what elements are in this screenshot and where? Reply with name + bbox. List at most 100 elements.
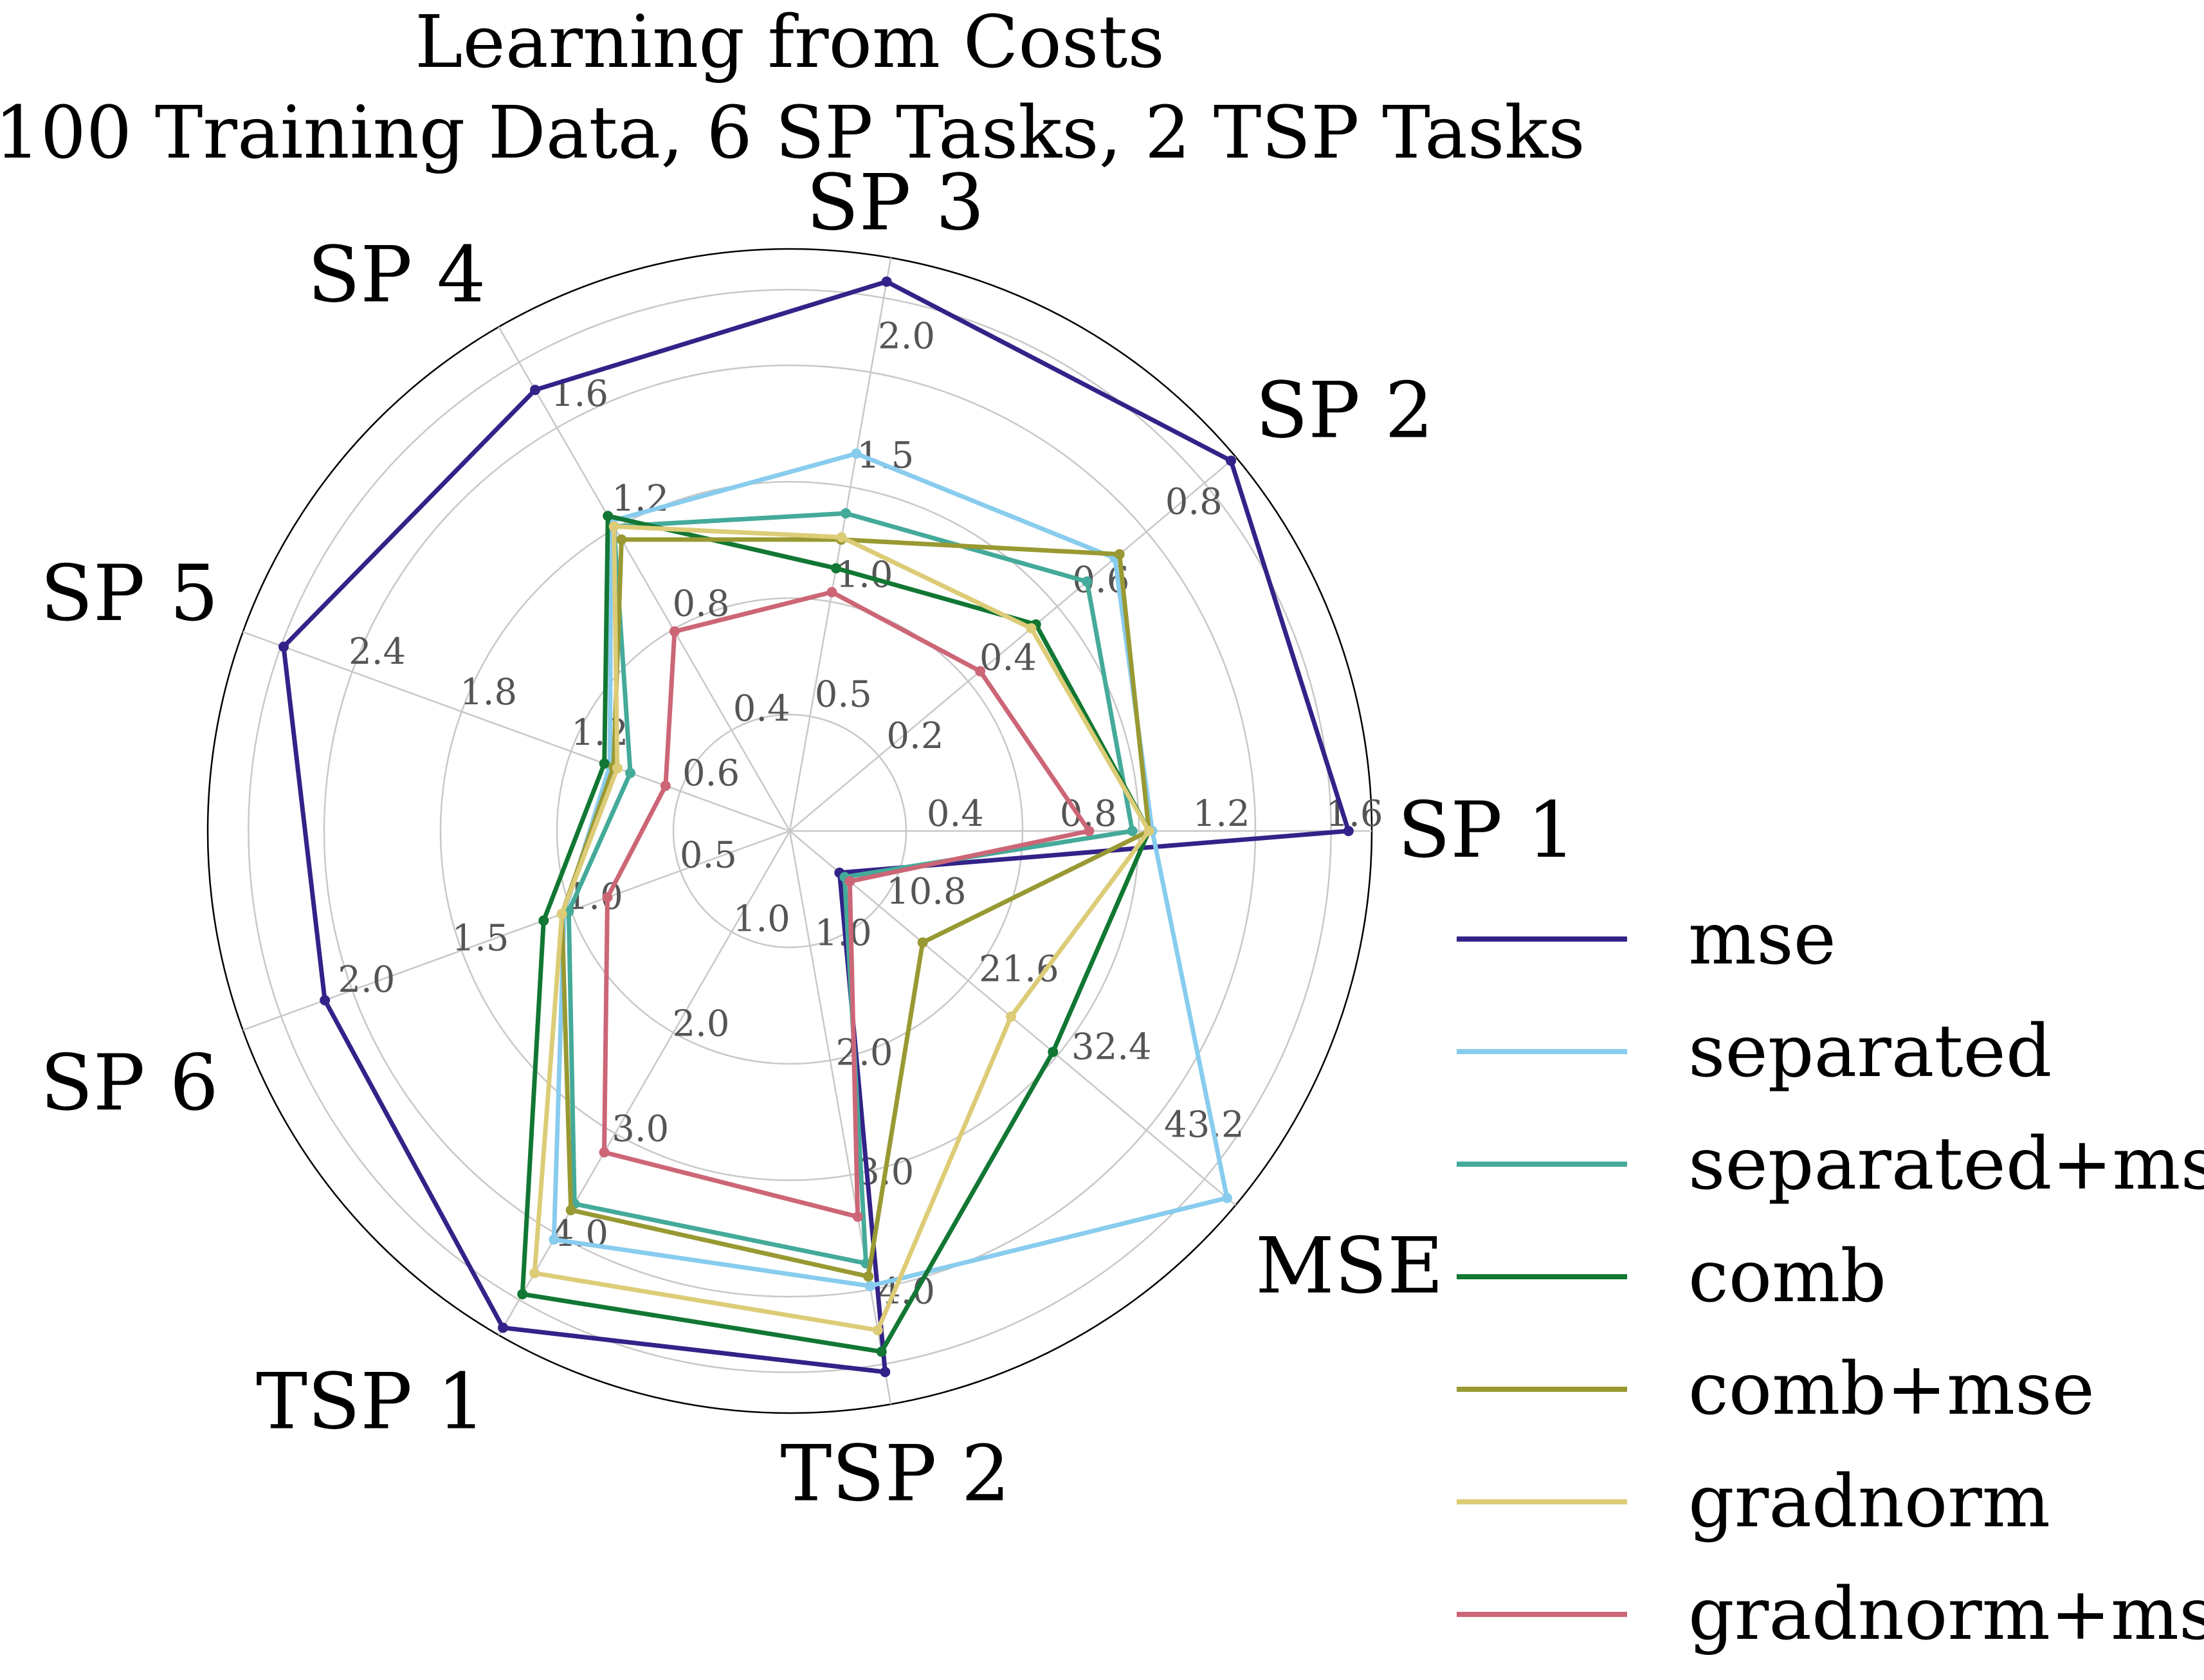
legend: mse separated separated+mse comb comb+mse gra…	[1457, 897, 2204, 1656]
data-point	[669, 626, 680, 637]
axis-label-mse: MSE	[1255, 1221, 1444, 1311]
tick-label: 10.8	[886, 871, 967, 913]
tick-label: 0.5	[815, 673, 872, 715]
data-point	[278, 641, 289, 652]
tick-label: 1.6	[551, 373, 608, 415]
legend-item-mse: mse	[1457, 897, 1836, 981]
tick-label: 1.2	[571, 712, 628, 754]
tick-label: 2.0	[672, 1003, 729, 1045]
series-gradnorm	[529, 521, 1154, 1336]
data-point	[851, 448, 862, 459]
data-point	[1005, 1011, 1016, 1022]
data-point	[530, 385, 541, 396]
series-line	[602, 590, 1091, 1219]
tick-label: 0.2	[886, 715, 943, 757]
tick-label: 1.8	[460, 671, 517, 713]
series-line	[532, 524, 1151, 1333]
data-point	[872, 1325, 883, 1336]
data-point	[660, 780, 671, 791]
tick-label: 2.0	[835, 1032, 893, 1073]
data-point	[852, 1211, 863, 1222]
legend-item-comb: comb	[1457, 1235, 1886, 1319]
spoke-sp-2	[789, 456, 1237, 832]
axis-label-sp-4: SP 4	[307, 231, 486, 320]
data-point	[1082, 576, 1093, 587]
data-point	[498, 1322, 509, 1333]
axis-label-tsp-1: TSP 1	[256, 1357, 486, 1447]
legend-item-gradnorm: gradnorm	[1457, 1460, 2050, 1544]
data-point	[603, 511, 614, 522]
series-mse	[278, 276, 1354, 1378]
tick-label: 0.4	[927, 793, 984, 835]
data-point	[599, 1147, 610, 1158]
legend-item-gradnorm-mse: gradnorm+mse	[1457, 1573, 2204, 1656]
data-point	[565, 1205, 576, 1216]
radar-axis-names: SP 1 SP 2 SP 3 SP 4 SP 5 SP 6 TSP 1 TSP 2 MSE	[41, 158, 1576, 1519]
tick-label: 2.0	[878, 315, 935, 357]
data-point	[863, 1271, 874, 1282]
data-point	[625, 767, 636, 778]
tick-label: 1.2	[1193, 793, 1250, 835]
spoke-tsp-1	[498, 830, 791, 1336]
tick-label: 0.4	[979, 637, 1037, 679]
tick-label: 2.4	[349, 631, 406, 673]
spoke-sp-5	[242, 631, 790, 832]
legend-label: comb	[1688, 1235, 1886, 1319]
data-point	[836, 532, 847, 543]
legend-label: gradnorm	[1688, 1460, 2050, 1544]
tick-label: 2.0	[338, 959, 395, 1001]
data-point	[320, 995, 331, 1006]
spoke-tsp-2	[788, 830, 892, 1405]
legend-item-comb-mse: comb+mse	[1457, 1347, 2095, 1431]
data-point	[608, 521, 619, 532]
data-point	[1143, 826, 1154, 836]
tick-label: 1.6	[1325, 793, 1383, 835]
legend-label: separated+mse	[1688, 1122, 2204, 1206]
data-point	[529, 1268, 540, 1279]
tick-label: 1.0	[733, 898, 790, 940]
data-point	[1221, 1192, 1232, 1203]
legend-item-separated-mse: separated+mse	[1457, 1122, 2204, 1206]
axis-label-sp-2: SP 2	[1255, 367, 1434, 456]
data-point	[1114, 549, 1125, 560]
data-point	[1343, 826, 1354, 836]
tick-label: 0.8	[1165, 481, 1223, 523]
legend-label: separated	[1688, 1010, 2052, 1093]
spoke-sp-4	[498, 326, 791, 832]
tick-label: 0.5	[680, 834, 737, 876]
data-point	[881, 276, 892, 287]
data-point	[538, 915, 549, 926]
tick-label: 3.0	[612, 1108, 669, 1150]
series-line	[281, 279, 1351, 1374]
data-point	[616, 534, 627, 545]
tick-label: 0.6	[682, 753, 740, 794]
axis-label-tsp-2: TSP 2	[780, 1430, 1010, 1519]
radar-series	[278, 276, 1354, 1378]
data-point	[599, 758, 610, 769]
data-point	[831, 563, 842, 574]
data-point	[826, 587, 837, 598]
axis-label-sp-5: SP 5	[41, 549, 219, 639]
tick-label: 4.0	[551, 1213, 608, 1255]
series-line	[520, 513, 1151, 1355]
series-gradnorm-mse	[599, 587, 1095, 1222]
data-point	[864, 1281, 875, 1292]
tick-label: 32.4	[1071, 1026, 1152, 1068]
data-point	[1048, 1046, 1059, 1057]
data-point	[1084, 826, 1095, 836]
chart-subtitle: 100 Training Data, 6 SP Tasks, 2 TSP Tas…	[0, 91, 1585, 175]
data-point	[1226, 455, 1237, 466]
tick-label: 1.5	[451, 917, 509, 959]
spoke-sp-6	[242, 830, 790, 1031]
data-point	[549, 1234, 560, 1245]
data-point	[841, 508, 852, 519]
data-point	[917, 937, 928, 948]
data-point	[1127, 826, 1138, 836]
tick-label: 43.2	[1164, 1104, 1244, 1146]
tick-label: 0.4	[733, 688, 790, 730]
data-point	[844, 876, 855, 887]
data-point	[602, 892, 613, 903]
data-point	[975, 666, 986, 677]
axis-label-sp-1: SP 1	[1398, 786, 1576, 875]
